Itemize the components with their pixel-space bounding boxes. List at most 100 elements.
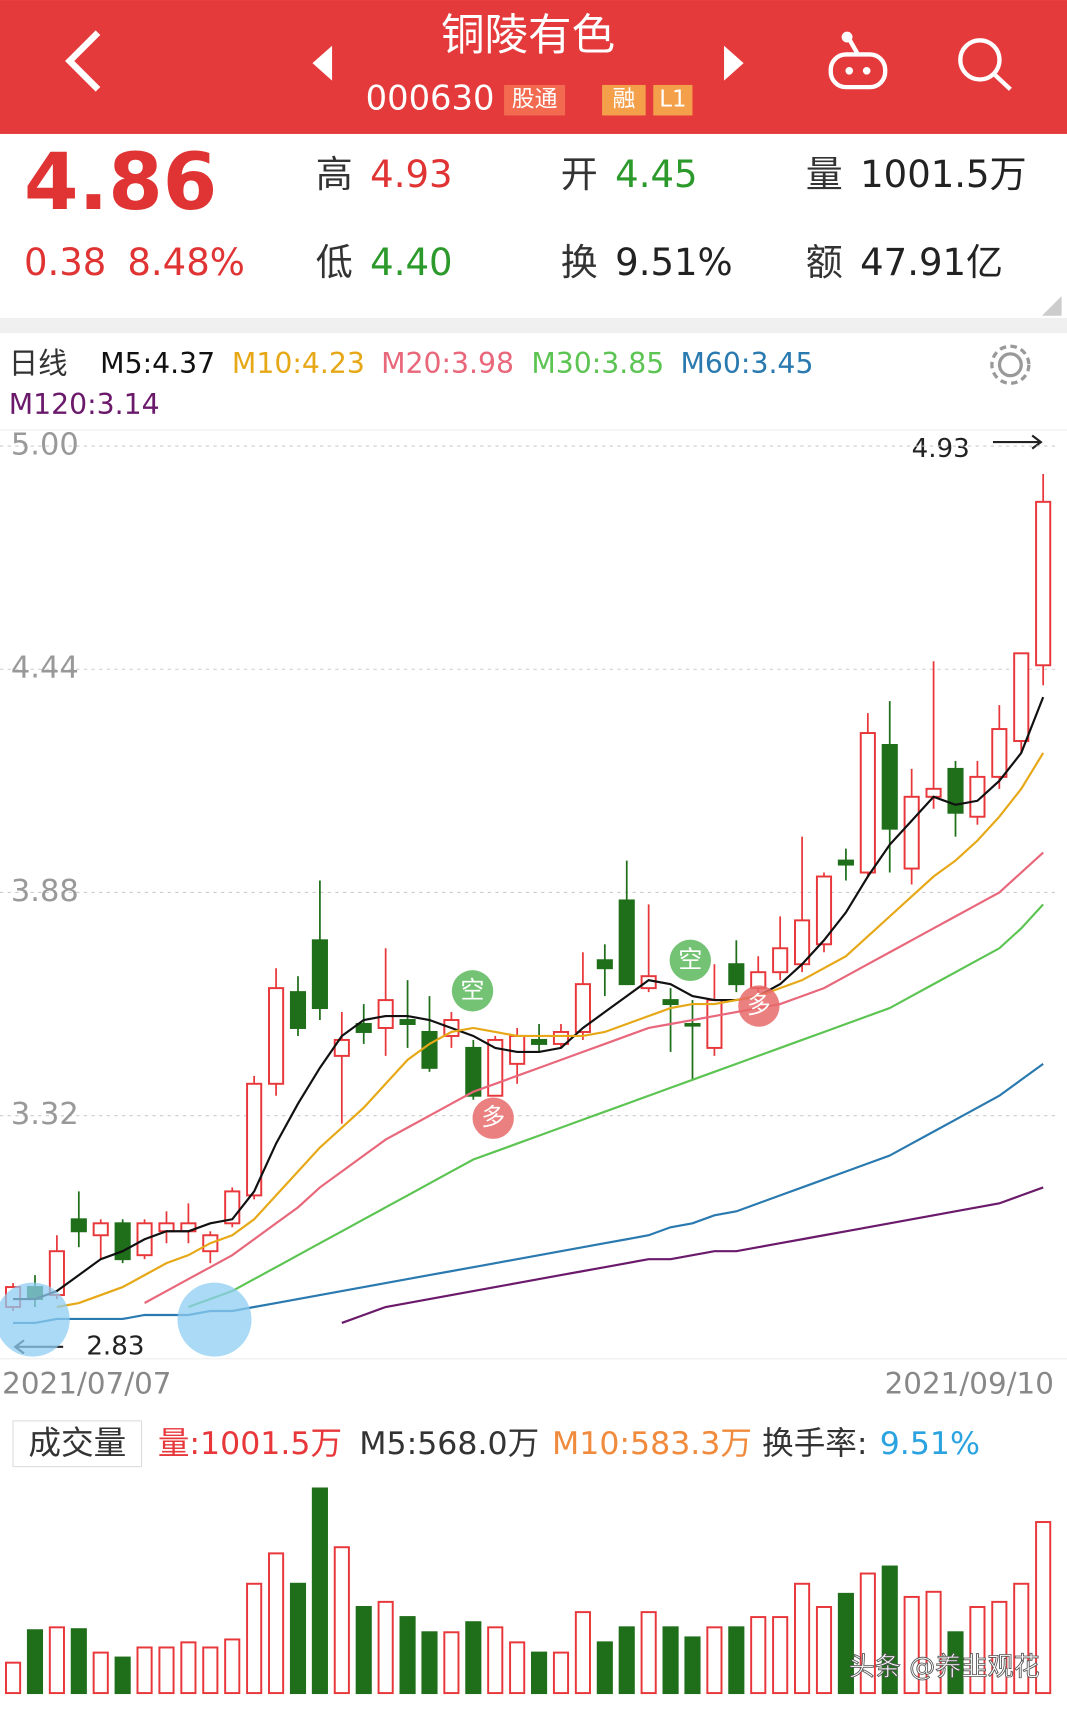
volume-bar [837,1592,854,1695]
volume-bar [92,1651,109,1695]
stat-value: 1001.5万 [860,153,1026,196]
signal-label: 多 [481,1103,505,1131]
stat-value: 4.40 [370,241,452,284]
x-tick-label: 2021/09/10 [885,1366,1054,1400]
volume-bar [881,1565,898,1695]
volume-bar [772,1616,789,1695]
candle-body [728,963,745,986]
volume-legend: 量:1001.5万 [158,1426,342,1462]
volume-bar [224,1638,241,1695]
signal-badge [451,970,494,1012]
prev-stock[interactable] [312,45,333,81]
volume-bar [1013,1582,1030,1695]
volume-bar [640,1611,657,1695]
volume-bar [268,1552,285,1695]
low-label: 2.83 [86,1331,144,1361]
volume-bar [925,1590,942,1695]
signal-badge [738,985,780,1027]
candle-body [837,859,854,866]
candle-body [1035,500,1052,667]
volume-bar [48,1626,65,1695]
volume-bar [289,1582,307,1695]
candle-body [947,767,964,814]
change-pct: 8.48% [127,241,245,284]
volume-title: 成交量 [28,1424,126,1462]
volume-bar [487,1626,504,1695]
ma-line [13,1062,1044,1325]
volume-bar [202,1646,219,1695]
stat-value: 47.91亿 [860,241,1003,284]
volume-bar [1035,1521,1052,1695]
legend-entry: M20:3.98 [381,347,514,380]
stat-label: 量 [806,153,843,196]
x-tick-label: 2021/07/07 [2,1366,171,1400]
candle-body [618,899,635,986]
candle-body [772,947,789,974]
signal-badge [669,939,711,982]
candle-body [552,1030,570,1045]
signal-badge [472,1097,514,1139]
volume-bar [421,1631,438,1695]
candle-body [596,959,613,970]
candle-body [706,999,723,1049]
settings-icon[interactable] [990,344,1031,385]
candle-body [399,1019,416,1025]
back-button[interactable] [65,30,101,92]
tag-box [653,84,693,116]
volume-bar [311,1487,328,1695]
candle-body [859,732,876,874]
robot-eye [862,66,871,75]
period-label: 日线 [9,346,68,380]
volume-bar [991,1600,1008,1695]
volume-tab[interactable] [12,1420,143,1468]
volume-bar [136,1646,153,1695]
candle-body [311,939,328,1010]
volume-bar [618,1626,635,1695]
legend-entry: M60:3.45 [680,347,813,380]
stat-value: 4.93 [370,153,452,196]
candle-body [465,1046,482,1097]
candle-body [70,1218,87,1233]
volume-bar [903,1595,920,1695]
tag-box [602,84,646,116]
volume-bar [509,1641,526,1695]
volume-bar [377,1600,394,1695]
volume-bar [552,1651,570,1695]
high-arrow [992,434,1043,450]
watermark: 头条 @养韭观花 [849,1653,1040,1683]
volume-bar [114,1656,131,1695]
candle-body [925,787,942,798]
candle-body [881,744,898,830]
volume-bar [333,1546,350,1695]
candle-body [991,728,1008,778]
tag: 股通 [512,87,558,113]
volume-bar [794,1582,811,1695]
candle-body [355,1023,372,1033]
candle-body [377,999,394,1029]
y-tick-label: 5.00 [11,428,79,463]
candle-body [969,775,986,818]
candle-body [92,1222,109,1237]
signal-label: 空 [678,945,702,973]
ma-line [144,851,1044,1304]
volume-legend: M10:583.3万 [552,1426,752,1462]
robot-icon[interactable] [828,31,888,90]
volume-legend: 9.51% [880,1426,980,1462]
next-stock[interactable] [724,45,744,81]
candle-body [268,987,285,1085]
volume-bar [728,1626,745,1695]
expand-corner[interactable] [1041,296,1062,316]
volume-bar [5,1661,22,1695]
price: 4.86 [24,137,217,228]
search-icon[interactable] [958,38,1012,91]
volume-bar [158,1646,175,1695]
high-label: 4.93 [912,434,970,464]
zoom-handle [177,1282,252,1357]
candle-body [246,1082,263,1197]
stat-label: 额 [806,241,843,284]
candle-body [903,795,920,870]
separator [0,317,1067,334]
volume-bar [596,1641,613,1695]
zoom-handle [0,1282,70,1357]
